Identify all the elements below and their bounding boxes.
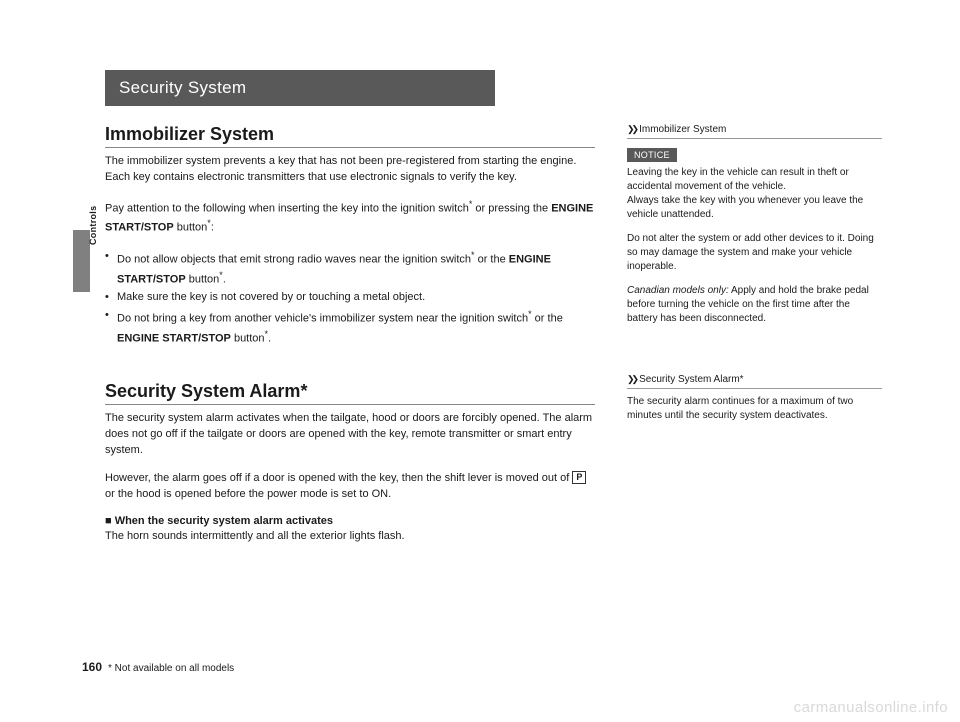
- section2-heading: Security System Alarm*: [105, 381, 595, 405]
- asterisk-icon: *: [300, 381, 307, 401]
- asterisk-icon: *: [265, 329, 269, 339]
- section2-title-text: Security System Alarm: [105, 381, 300, 401]
- text: button: [186, 273, 220, 285]
- section2-para2: However, the alarm goes off if a door is…: [105, 471, 595, 503]
- section2-para1: The security system alarm activates when…: [105, 411, 595, 459]
- side-block1-title: Immobilizer System: [627, 124, 882, 139]
- asterisk-icon: *: [219, 270, 223, 280]
- page-number: 160: [82, 660, 102, 674]
- side-block1-p3: Do not alter the system or add other dev…: [627, 232, 882, 274]
- text: Do not allow objects that emit strong ra…: [117, 254, 471, 266]
- list-item: Do not allow objects that emit strong ra…: [105, 249, 595, 288]
- text: or the: [532, 313, 563, 325]
- text: Do not bring a key from another vehicle'…: [117, 313, 528, 325]
- section2-para3: The horn sounds intermittently and all t…: [105, 529, 595, 545]
- section1-bullets: Do not allow objects that emit strong ra…: [105, 249, 595, 347]
- side-column: Immobilizer System NOTICE Leaving the ke…: [627, 124, 882, 557]
- text: button: [174, 222, 208, 234]
- side-block2-p1: The security alarm continues for a maxim…: [627, 395, 882, 423]
- text: or pressing the: [472, 203, 551, 215]
- asterisk-icon: *: [207, 218, 211, 228]
- page-content: Security System Immobilizer System The i…: [0, 0, 960, 722]
- text: or the: [475, 254, 509, 266]
- section2-subhead: When the security system alarm activates: [105, 515, 595, 527]
- text: button: [231, 332, 265, 344]
- section1-heading: Immobilizer System: [105, 124, 595, 148]
- engine-button-label: ENGINE START/STOP: [117, 332, 231, 344]
- watermark: carmanualsonline.info: [794, 699, 948, 716]
- text: or the hood is opened before the power m…: [105, 488, 391, 500]
- two-column-layout: Immobilizer System The immobilizer syste…: [105, 124, 890, 557]
- side-block1-p2: Always take the key with you whenever yo…: [627, 194, 882, 222]
- italic-prefix: Canadian models only:: [627, 285, 729, 296]
- main-column: Immobilizer System The immobilizer syste…: [105, 124, 595, 557]
- side-block2-title: Security System Alarm*: [627, 374, 882, 389]
- notice-badge: NOTICE: [627, 148, 677, 162]
- section1-para2: Pay attention to the following when inse…: [105, 198, 595, 237]
- footnote: * Not available on all models: [108, 663, 234, 674]
- section1-para1: The immobilizer system prevents a key th…: [105, 154, 595, 186]
- side-block1-p4: Canadian models only: Apply and hold the…: [627, 284, 882, 326]
- chapter-title-bar: Security System: [105, 70, 495, 106]
- text: Pay attention to the following when inse…: [105, 203, 469, 215]
- list-item: Do not bring a key from another vehicle'…: [105, 308, 595, 347]
- side-block1-p1: Leaving the key in the vehicle can resul…: [627, 166, 882, 194]
- list-item: Make sure the key is not covered by or t…: [105, 290, 595, 306]
- gear-p-icon: P: [572, 471, 586, 484]
- text: However, the alarm goes off if a door is…: [105, 472, 572, 484]
